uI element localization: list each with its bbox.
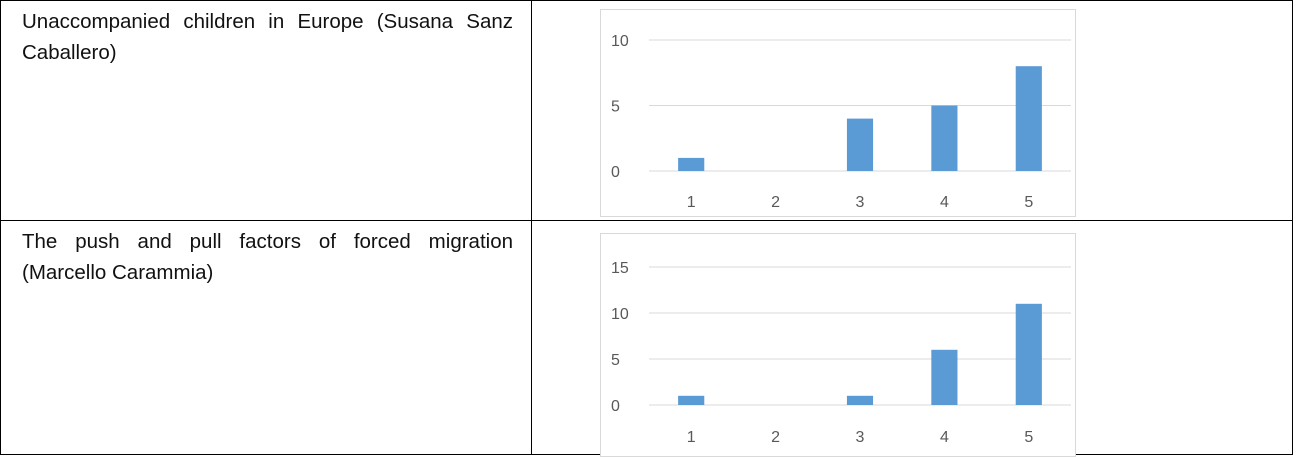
chart-cell: 0 5 10 15 1 2 3 4 5 [531,220,1293,457]
bar [678,395,705,405]
x-tick-label: 2 [771,429,780,446]
row-label: Unaccompanied children in Europe (Susana… [22,10,513,64]
x-tick-label: 5 [1024,429,1033,446]
x-tick-label: 4 [940,194,949,211]
bar [1015,66,1042,171]
y-tick-label: 10 [611,306,629,323]
y-tick-label: 5 [611,99,620,116]
bar-chart-1: 0 5 10 1 2 3 4 5 [600,9,1076,217]
row-label: The push and pull factors of forced migr… [22,230,513,284]
table-row: Unaccompanied children in Europe (Susana… [0,0,1293,221]
y-tick-label: 5 [611,352,620,369]
chart-cell: 0 5 10 1 2 3 4 5 [531,0,1293,221]
bar [931,105,958,171]
row-label-cell: Unaccompanied children in Europe (Susana… [0,0,532,221]
x-tick-label: 3 [856,429,865,446]
table-row: The push and pull factors of forced migr… [0,220,1293,457]
x-tick-label: 5 [1024,194,1033,211]
row-label-cell: The push and pull factors of forced migr… [0,220,532,455]
x-tick-label: 1 [687,429,696,446]
bar [1015,303,1042,405]
x-tick-label: 3 [856,194,865,211]
y-tick-label: 0 [611,164,620,181]
x-tick-label: 2 [771,194,780,211]
bar-chart-2: 0 5 10 15 1 2 3 4 5 [600,233,1076,457]
bar-chart-svg: 0 5 10 15 1 2 3 4 5 [611,260,1071,446]
x-tick-label: 4 [940,429,949,446]
y-tick-label: 10 [611,33,629,50]
bar [678,157,705,171]
bar [846,395,874,405]
y-tick-label: 0 [611,398,620,415]
bar [931,349,958,405]
y-tick-label: 15 [611,260,629,277]
x-tick-label: 1 [687,194,696,211]
bar [846,118,874,171]
bar-chart-svg: 0 5 10 1 2 3 4 5 [611,33,1071,211]
